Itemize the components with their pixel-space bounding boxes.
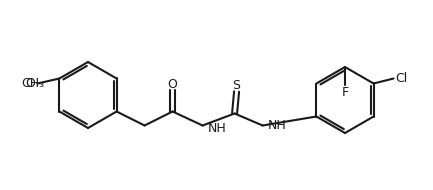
Text: NH: NH bbox=[207, 122, 226, 135]
Text: NH: NH bbox=[268, 119, 286, 132]
Text: S: S bbox=[233, 79, 241, 92]
Text: F: F bbox=[342, 86, 349, 98]
Text: O: O bbox=[26, 77, 36, 90]
Text: O: O bbox=[168, 78, 178, 91]
Text: Cl: Cl bbox=[396, 72, 408, 85]
Text: CH₃: CH₃ bbox=[21, 77, 45, 90]
